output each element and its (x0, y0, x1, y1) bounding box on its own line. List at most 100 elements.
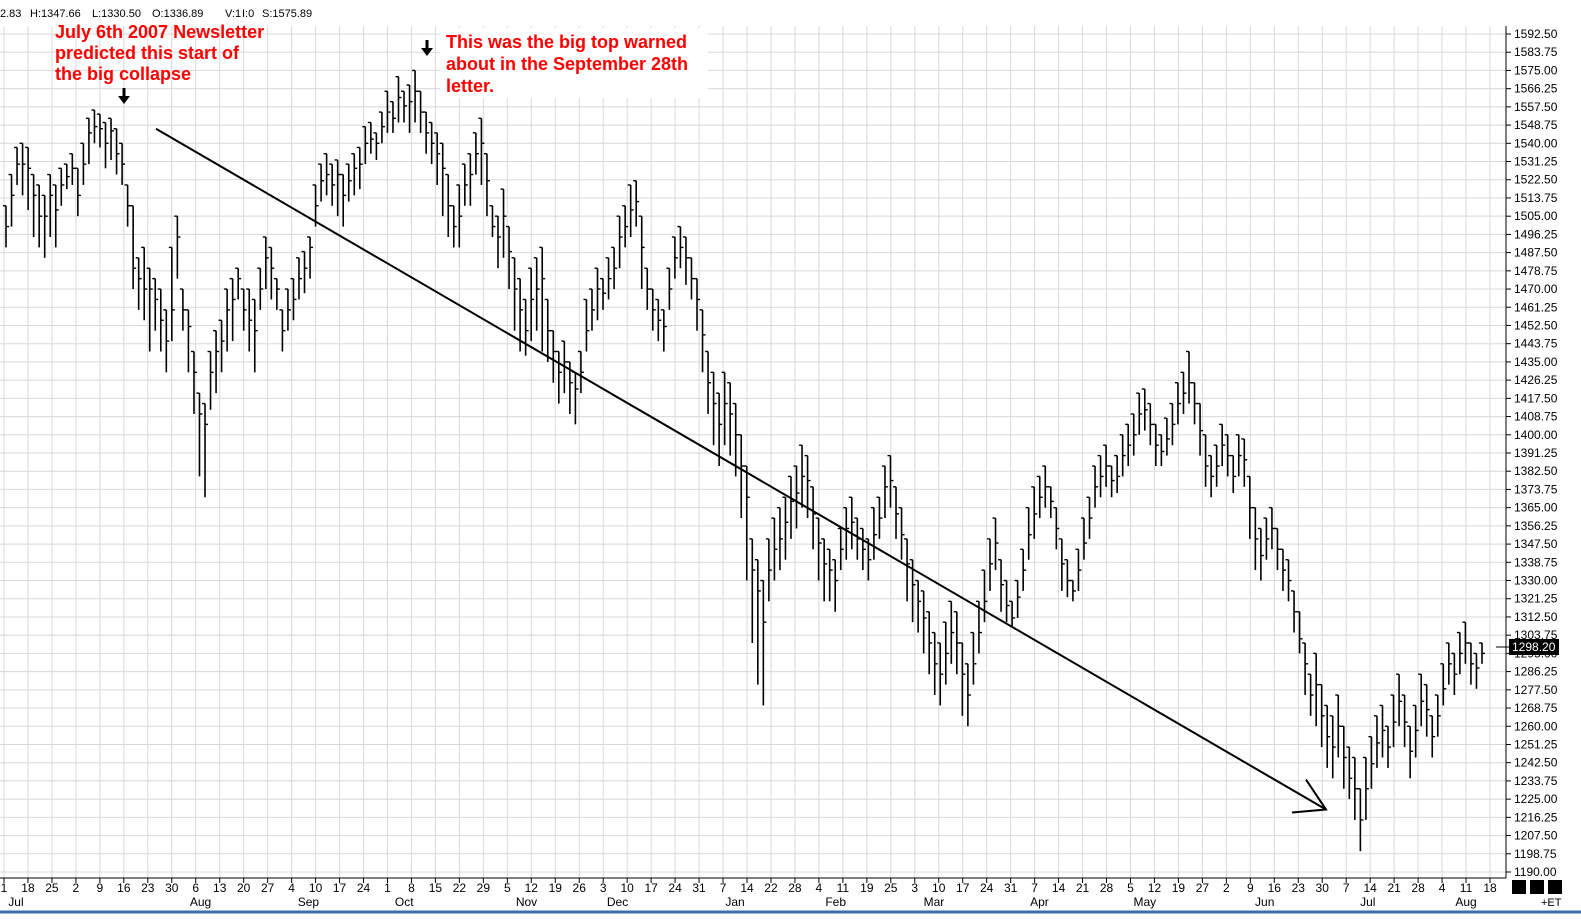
ohlc-bar (1130, 413, 1137, 456)
ohlc-bar (141, 246, 148, 321)
ohlc-bar (8, 173, 15, 227)
ohlc-bar (1479, 642, 1485, 664)
ohlc-bar (638, 215, 645, 290)
ohlc-bar (273, 277, 280, 310)
ohlc-bar (765, 538, 772, 602)
ohlc-bar (58, 167, 65, 206)
ohlc-bar (207, 350, 214, 410)
ohlc-bar (1423, 683, 1430, 737)
price-tick-label: 1575.00 (1514, 63, 1558, 77)
ohlc-bar (682, 236, 689, 285)
ohlc-bar (1263, 517, 1270, 560)
ohlc-bar (948, 600, 955, 664)
ohlc-bar (931, 631, 938, 696)
price-tick-label: 1522.50 (1514, 173, 1558, 187)
price-tick-label: 1487.50 (1514, 246, 1558, 260)
ohlc-bar (1174, 382, 1181, 425)
price-tick-label: 1260.00 (1514, 719, 1558, 733)
ohlc-bar (959, 642, 966, 716)
ohlc-bar (439, 142, 446, 217)
down-arrow-july (118, 88, 130, 104)
scroll-square-left[interactable] (1512, 880, 1526, 894)
price-tick-label: 1338.75 (1514, 555, 1558, 569)
ohlc-bar (583, 298, 590, 352)
ohlc-bar (63, 163, 70, 190)
ohlc-header-item: O:1336.89 (152, 8, 203, 20)
ohlc-bar (1009, 600, 1016, 627)
trendline (155, 127, 1328, 814)
ohlc-bar (1418, 673, 1425, 727)
ohlc-bar (699, 309, 706, 373)
ohlc-bar (500, 188, 507, 258)
month-label: Jul (1360, 895, 1375, 909)
ohlc-bar (1213, 444, 1220, 487)
ohlc-bar (887, 454, 894, 508)
ohlc-bar (1097, 454, 1104, 498)
price-tick-label: 1225.00 (1514, 792, 1558, 806)
ohlc-bar (1291, 590, 1298, 633)
ohlc-bar (307, 236, 314, 279)
price-tick-label: 1478.75 (1514, 264, 1558, 278)
ohlc-bar (1473, 652, 1480, 689)
scroll-square-middle[interactable] (1530, 880, 1544, 894)
price-tick-label: 1400.00 (1514, 428, 1558, 442)
ohlc-bar (152, 277, 159, 331)
ohlc-bar (981, 569, 988, 623)
ohlc-bar (329, 163, 336, 206)
price-tick-label: 1303.75 (1514, 628, 1558, 642)
ohlc-bar (600, 277, 607, 310)
price-tick-label: 1566.25 (1514, 82, 1558, 96)
day-tick-label: 26 (573, 881, 587, 895)
ohlc-bar (727, 382, 734, 456)
ohlc-bar (1396, 673, 1403, 727)
day-tick-label: 2 (73, 881, 80, 895)
day-tick-label: 24 (357, 881, 371, 895)
ohlc-bar (1141, 388, 1148, 431)
ohlc-bar (975, 600, 982, 654)
ohlc-bar (953, 611, 960, 675)
ohlc-bar (345, 163, 352, 202)
day-tick-label: 27 (1196, 881, 1210, 895)
scroll-square-right[interactable] (1548, 880, 1562, 894)
ohlc-bar (1086, 496, 1093, 539)
ohlc-bar (1235, 434, 1242, 477)
ohlc-bar (810, 486, 817, 550)
ohlc-bar (754, 559, 761, 685)
ohlc-bar (373, 132, 380, 160)
month-label: Aug (1455, 895, 1476, 909)
day-tick-label: 17 (956, 881, 970, 895)
grid-lines (0, 26, 1506, 878)
ohlc-bar (1373, 715, 1380, 768)
day-tick-label: 28 (1411, 881, 1425, 895)
ohlc-bar (1401, 694, 1408, 748)
ohlc-bar (644, 267, 651, 310)
price-tick-label: 1583.75 (1514, 45, 1558, 59)
price-tick-label: 1391.25 (1514, 446, 1558, 460)
day-tick-label: 23 (141, 881, 155, 895)
price-tick-label: 1435.00 (1514, 355, 1558, 369)
trendline-arrowhead (1291, 778, 1328, 814)
ohlc-bar (290, 277, 297, 321)
ohlc-bar (1031, 486, 1038, 539)
month-label: Jun (1255, 895, 1274, 909)
ohlc-bar (1080, 517, 1087, 560)
ohlc-bar (351, 153, 358, 196)
price-tick-label: 1382.50 (1514, 464, 1558, 478)
ohlc-bar (898, 506, 905, 560)
ohlc-bar (937, 642, 944, 706)
ohlc-bar (528, 267, 535, 342)
ohlc-bar (412, 69, 419, 123)
day-tick-label: 14 (1052, 881, 1066, 895)
day-tick-label: 3 (600, 881, 607, 895)
day-tick-label: 30 (165, 881, 179, 895)
day-tick-label: 12 (1148, 881, 1162, 895)
day-tick-label: 22 (453, 881, 467, 895)
day-tick-label: 24 (980, 881, 994, 895)
ohlc-bar (179, 288, 186, 331)
day-tick-label: 14 (740, 881, 754, 895)
day-tick-label: 9 (1247, 881, 1254, 895)
ohlc-bar (135, 257, 142, 310)
ohlc-bar (119, 142, 126, 185)
